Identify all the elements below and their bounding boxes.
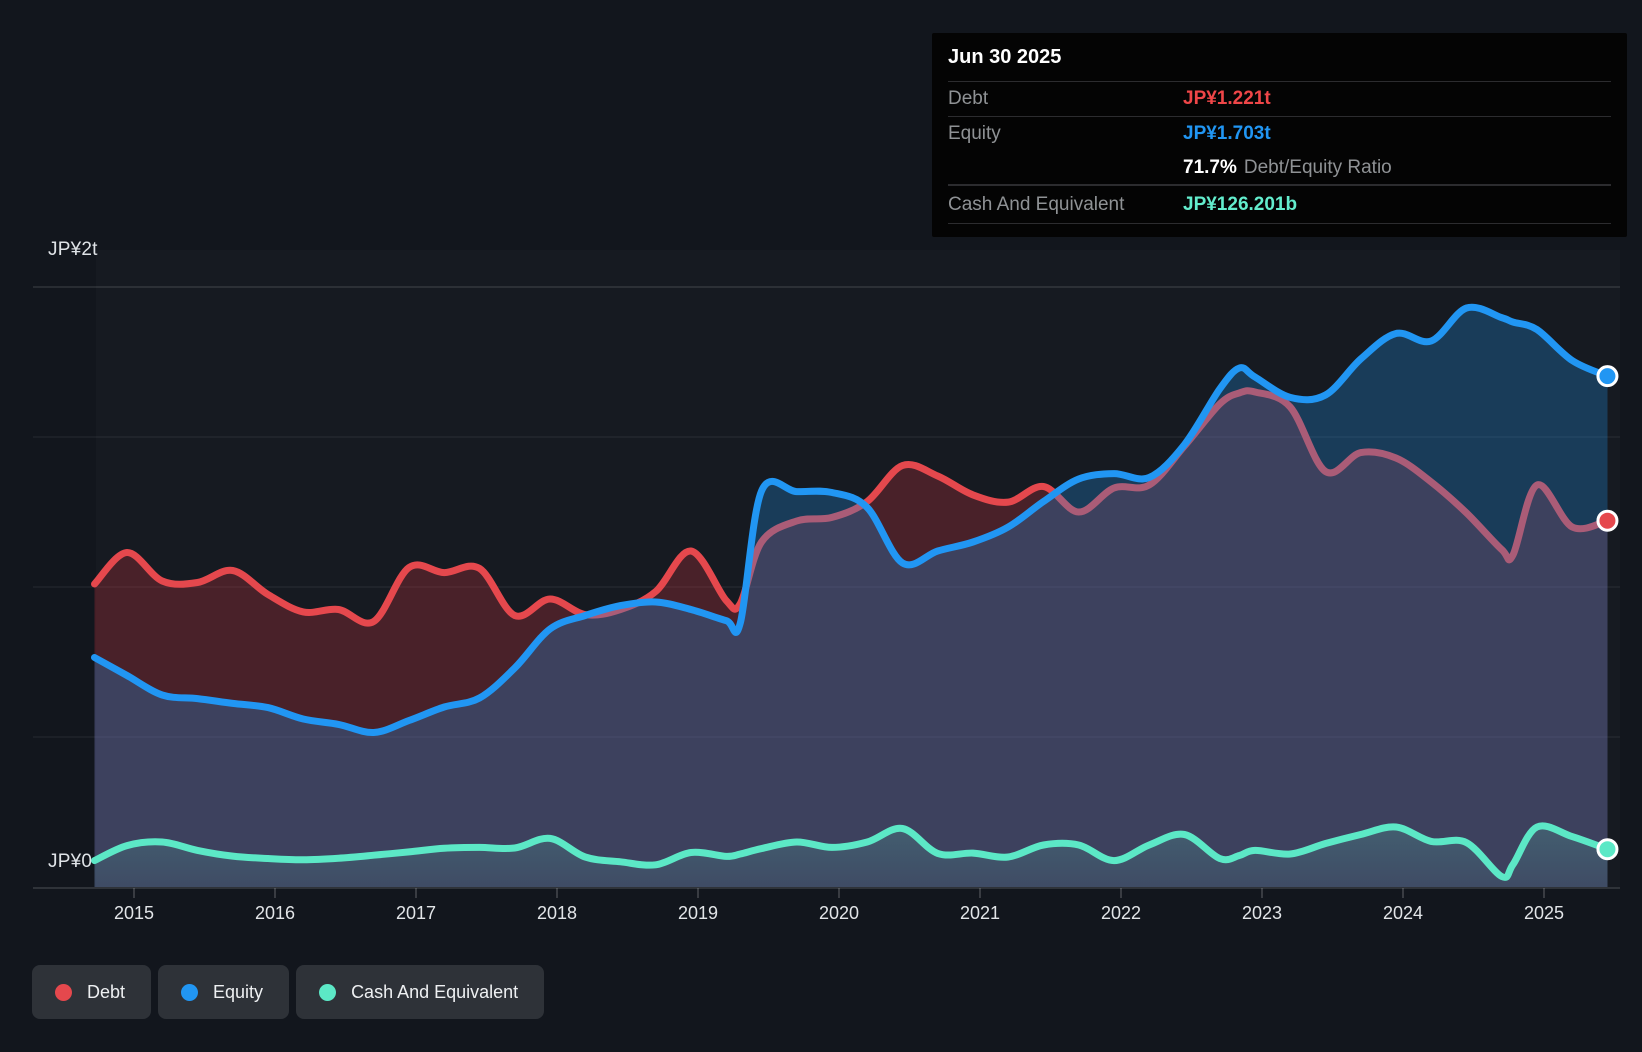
x-axis-label-2019: 2019 (677, 903, 719, 923)
x-axis-label-2025: 2025 (1523, 903, 1565, 923)
hover-tooltip: Jun 30 2025 Debt JP¥1.221t Equity JP¥1.7… (932, 33, 1627, 237)
debt-end-marker (1596, 509, 1619, 532)
tooltip-cash-label: Cash And Equivalent (948, 193, 1125, 215)
tooltip-equity-value: JP¥1.703t (1183, 123, 1271, 144)
equity-end-marker (1596, 365, 1619, 388)
x-axis-label-2023: 2023 (1241, 903, 1283, 923)
tooltip-row-debt: Debt JP¥1.221t (948, 81, 1611, 116)
x-axis-label-2021: 2021 (959, 903, 1001, 923)
x-axis-label-2015: 2015 (113, 903, 155, 923)
legend-item-debt[interactable]: Debt (32, 965, 152, 1019)
equity-area (94, 307, 1608, 887)
x-axis-label-2020: 2020 (818, 903, 860, 923)
cash-dot-icon (319, 983, 337, 1001)
legend-cash-label: Cash And Equivalent (351, 981, 519, 1002)
equity-line (91, 303, 1611, 737)
tooltip-ratio-label: Debt/Equity Ratio (1243, 156, 1392, 178)
legend-item-cash[interactable]: Cash And Equivalent (296, 965, 545, 1019)
debt-line (91, 387, 1611, 627)
tooltip-row-ratio: 71.7% Debt/Equity Ratio (948, 151, 1611, 185)
x-axis-label-2017: 2017 (395, 903, 437, 923)
legend-debt-label: Debt (87, 981, 126, 1002)
tooltip-debt-value: JP¥1.221t (1183, 88, 1271, 109)
debt-area (94, 390, 1608, 887)
legend-equity-label: Equity (213, 981, 264, 1002)
legend-item-equity[interactable]: Equity (158, 965, 290, 1019)
tooltip-row-cash: Cash And Equivalent JP¥126.201b (948, 185, 1611, 224)
tooltip-equity-label: Equity (948, 123, 1001, 144)
y-axis-label-0: JP¥0 (48, 851, 93, 872)
tooltip-row-equity: Equity JP¥1.703t (948, 116, 1611, 151)
y-axis-label-2t: JP¥2t (48, 239, 98, 260)
tooltip-cash-value: JP¥126.201b (1183, 193, 1298, 215)
cash-end-marker (1596, 838, 1619, 861)
x-axis-label-2022: 2022 (1100, 903, 1142, 923)
tooltip-date: Jun 30 2025 (948, 45, 1062, 68)
cash-area (94, 825, 1608, 887)
debt-dot-icon (55, 983, 72, 1001)
tooltip-ratio-percent: 71.7% (1183, 156, 1237, 178)
tooltip-debt-label: Debt (948, 88, 989, 109)
x-axis-label-2018: 2018 (536, 903, 578, 923)
x-axis-label-2024: 2024 (1382, 903, 1424, 923)
cash-line (91, 822, 1611, 881)
x-axis-label-2016: 2016 (254, 903, 296, 923)
equity-dot-icon (181, 983, 199, 1001)
chart-legend: Debt Equity Cash And Equivalent (32, 965, 545, 1019)
